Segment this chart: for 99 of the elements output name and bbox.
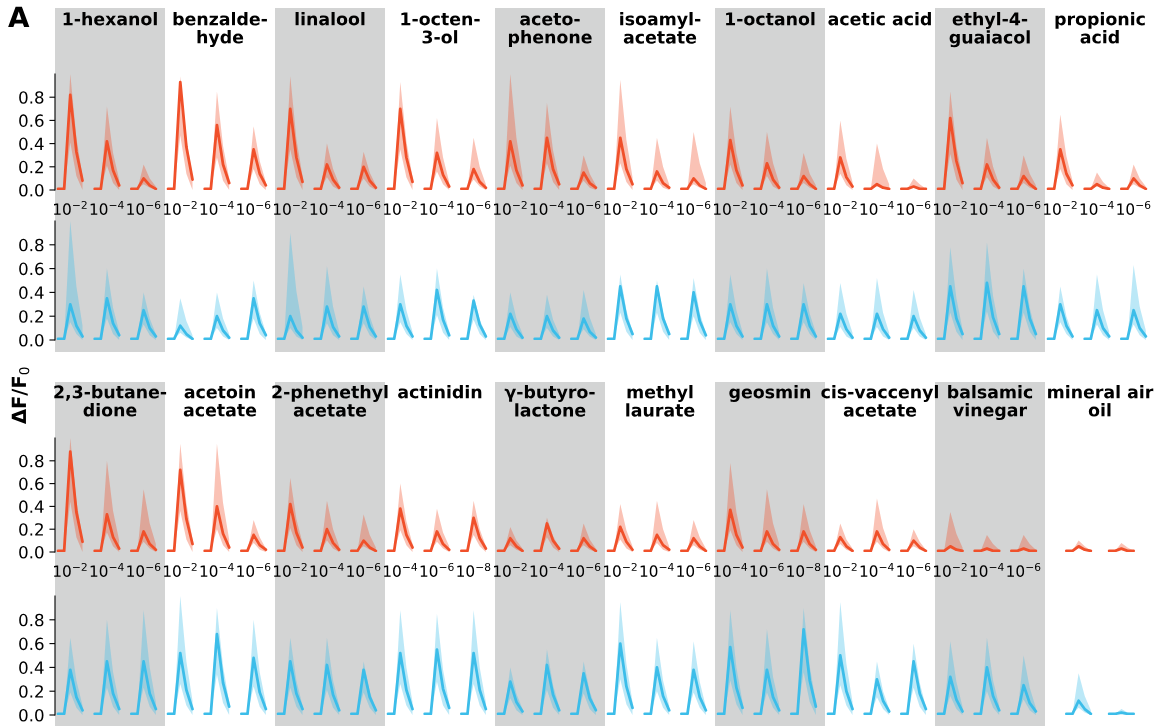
- x-tick-label: 10$^{−2}$: [494, 562, 527, 577]
- x-tick-label: 10$^{−4}$: [310, 563, 344, 577]
- y-tick-label: 0.8: [19, 238, 44, 252]
- text: acetic acid: [828, 12, 931, 26]
- x-tick-label: 10$^{−4}$: [200, 563, 234, 577]
- text: isoamyl- acetate: [620, 12, 701, 44]
- y-tick-label: 0.6: [19, 637, 44, 651]
- x-tick-label: 10$^{−6}$: [127, 200, 161, 215]
- y-tick-label: 0.4: [19, 286, 44, 299]
- y-tick-label: 0.6: [19, 114, 44, 127]
- x-tick-label: 10$^{−8}$: [787, 562, 821, 577]
- x-tick-label: 10$^{−4}$: [640, 201, 674, 215]
- y-tick-label: 0.0: [19, 708, 44, 722]
- y-tick-label: 0.8: [19, 454, 44, 468]
- x-tick-label: 10$^{−6}$: [1007, 200, 1041, 215]
- text: acetoin acetate: [183, 385, 257, 417]
- y-tick-label: 0.2: [19, 523, 43, 536]
- y-tick-label: 0.0: [19, 333, 44, 347]
- x-tick-label: 10$^{−6}$: [347, 200, 381, 215]
- x-tick-label: 10$^{−2}$: [384, 200, 417, 215]
- x-tick-label: 10$^{−2}$: [274, 200, 307, 215]
- x-tick-label: 10$^{−6}$: [677, 562, 711, 577]
- y-tick-label: 0.8: [19, 91, 44, 104]
- y-tick-label: 0.4: [19, 500, 44, 513]
- y-tick-label: 0.4: [19, 137, 44, 151]
- x-tick-label: 10$^{−2}$: [54, 562, 87, 577]
- text: propionic acid: [1055, 12, 1145, 44]
- x-tick-label: 10$^{−4}$: [310, 201, 344, 215]
- x-tick-label: 10$^{−6}$: [897, 200, 931, 215]
- x-tick-label: 10$^{−4}$: [970, 563, 1004, 577]
- x-tick-label: 10$^{−2}$: [1044, 200, 1077, 215]
- y-tick-label: 0.0: [19, 545, 44, 559]
- x-tick-label: 10$^{−2}$: [934, 562, 967, 577]
- x-tick-label: 10$^{−4}$: [530, 563, 564, 577]
- text: geosmin: [729, 385, 811, 402]
- chart-title: A: [8, 6, 30, 28]
- x-tick-label: 10$^{−2}$: [494, 200, 527, 215]
- x-tick-label: 10$^{−2}$: [604, 562, 637, 577]
- text: γ-butyro- lactone: [504, 385, 595, 417]
- text: 1-hexanol: [63, 12, 157, 26]
- x-tick-label: 10$^{−4}$: [860, 201, 894, 215]
- x-tick-label: 10$^{−2}$: [164, 562, 197, 577]
- text: 2-phenethyl acetate: [272, 385, 388, 417]
- x-tick-label: 10$^{−6}$: [420, 562, 454, 577]
- text: linalool: [295, 12, 365, 26]
- text: 2,3-butane- dione: [54, 385, 167, 417]
- x-tick-label: 10$^{−4}$: [860, 563, 894, 577]
- y-tick-label: 0.2: [19, 160, 43, 174]
- x-tick-label: 10$^{−2}$: [824, 200, 857, 215]
- x-tick-label: 10$^{−2}$: [824, 562, 857, 577]
- text: aceto- phenone: [508, 13, 592, 47]
- x-tick-label: 10$^{−6}$: [347, 562, 381, 577]
- x-tick-label: 10$^{−6}$: [127, 562, 161, 577]
- x-tick-label: 10$^{−6}$: [1117, 200, 1151, 215]
- x-tick-label: 10$^{−4}$: [1080, 201, 1114, 215]
- y-tick-label: 0.6: [19, 477, 44, 491]
- x-tick-label: 10$^{−8}$: [457, 562, 491, 577]
- x-tick-label: 10$^{−2}$: [934, 200, 967, 215]
- x-tick-label: 10$^{−6}$: [897, 562, 931, 577]
- text: benzalde- hyde: [173, 12, 267, 48]
- x-tick-label: 10$^{−4}$: [420, 201, 454, 215]
- x-tick-label: 10$^{−6}$: [750, 562, 784, 577]
- text: cis-vaccenyl acetate: [821, 385, 938, 417]
- text: ethyl-4- guaiacol: [949, 12, 1030, 48]
- x-tick-label: 10$^{−6}$: [787, 200, 821, 215]
- x-tick-label: 10$^{−4}$: [750, 201, 784, 215]
- x-tick-label: 10$^{−2}$: [54, 200, 87, 215]
- x-tick-label: 10$^{−6}$: [567, 562, 601, 577]
- text: methyl laurate: [626, 385, 695, 417]
- text: mineral air oil: [1048, 385, 1154, 417]
- text: balsamic vinegar: [948, 385, 1033, 421]
- y-tick-label: 0.6: [19, 262, 44, 276]
- x-tick-label: 10$^{−6}$: [237, 562, 271, 577]
- y-tick-label: 0.0: [19, 183, 44, 197]
- x-tick-label: 10$^{−2}$: [164, 200, 197, 215]
- x-tick-label: 10$^{−4}$: [714, 563, 748, 577]
- text: actinidin: [398, 385, 482, 399]
- y-tick-label: 0.8: [19, 613, 44, 627]
- text: 1-octanol: [726, 12, 815, 26]
- y-tick-label: 0.2: [19, 685, 43, 698]
- x-tick-label: 10$^{−6}$: [237, 200, 271, 215]
- x-tick-label: 10$^{−4}$: [530, 201, 564, 215]
- y-tick-label: 0.4: [19, 661, 44, 674]
- y-axis-title: ΔF/F$_{0}$: [11, 367, 30, 424]
- x-tick-label: 10$^{−4}$: [200, 201, 234, 215]
- x-tick-label: 10$^{−6}$: [567, 200, 601, 215]
- x-tick-label: 10$^{−6}$: [1007, 562, 1041, 577]
- x-tick-label: 10$^{−4}$: [384, 563, 418, 577]
- x-tick-label: 10$^{−4}$: [90, 201, 124, 215]
- x-tick-label: 10$^{−2}$: [714, 200, 747, 215]
- x-tick-label: 10$^{−4}$: [90, 563, 124, 577]
- x-tick-label: 10$^{−2}$: [604, 200, 637, 215]
- x-tick-label: 10$^{−4}$: [640, 563, 674, 577]
- y-tick-label: 0.2: [19, 310, 43, 323]
- text: 1-octen- 3-ol: [401, 12, 480, 44]
- x-tick-label: 10$^{−6}$: [457, 200, 491, 215]
- x-tick-label: 10$^{−6}$: [677, 200, 711, 215]
- x-tick-label: 10$^{−4}$: [970, 201, 1004, 215]
- x-tick-label: 10$^{−2}$: [274, 562, 307, 577]
